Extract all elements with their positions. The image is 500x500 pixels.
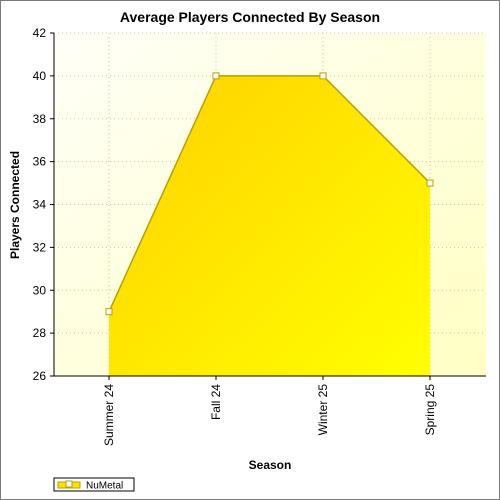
x-tick-label: Fall 24 bbox=[209, 384, 223, 420]
y-axis-title: Players Connected bbox=[8, 151, 22, 259]
legend: NuMetal bbox=[53, 477, 135, 492]
x-axis-title: Season bbox=[249, 458, 292, 472]
y-tick-label: 28 bbox=[33, 326, 47, 340]
y-tick-label: 26 bbox=[33, 369, 47, 383]
chart-title: Average Players Connected By Season bbox=[120, 9, 380, 25]
legend-label: NuMetal bbox=[86, 481, 123, 492]
y-tick-label: 40 bbox=[33, 69, 47, 83]
y-tick-label: 30 bbox=[33, 283, 47, 297]
data-point bbox=[105, 308, 113, 316]
x-axis-ticks: Summer 24 Fall 24 Winter 25 Spring 25 bbox=[102, 376, 437, 446]
y-tick-label: 42 bbox=[33, 26, 47, 40]
x-tick-label: Winter 25 bbox=[316, 384, 330, 436]
y-axis-ticks: 26 28 30 32 34 36 38 40 42 bbox=[33, 26, 54, 383]
y-tick-label: 32 bbox=[33, 240, 47, 254]
x-tick-label: Summer 24 bbox=[102, 384, 116, 446]
area-series bbox=[105, 72, 434, 376]
y-tick-label: 36 bbox=[33, 155, 47, 169]
legend-marker bbox=[65, 480, 73, 488]
data-point bbox=[319, 72, 327, 80]
data-point bbox=[212, 72, 220, 80]
area-line bbox=[108, 75, 431, 312]
area-fill bbox=[109, 75, 430, 376]
x-tick-label: Spring 25 bbox=[423, 384, 437, 436]
y-tick-label: 34 bbox=[33, 198, 47, 212]
data-point bbox=[426, 179, 434, 187]
y-tick-label: 38 bbox=[33, 112, 47, 126]
